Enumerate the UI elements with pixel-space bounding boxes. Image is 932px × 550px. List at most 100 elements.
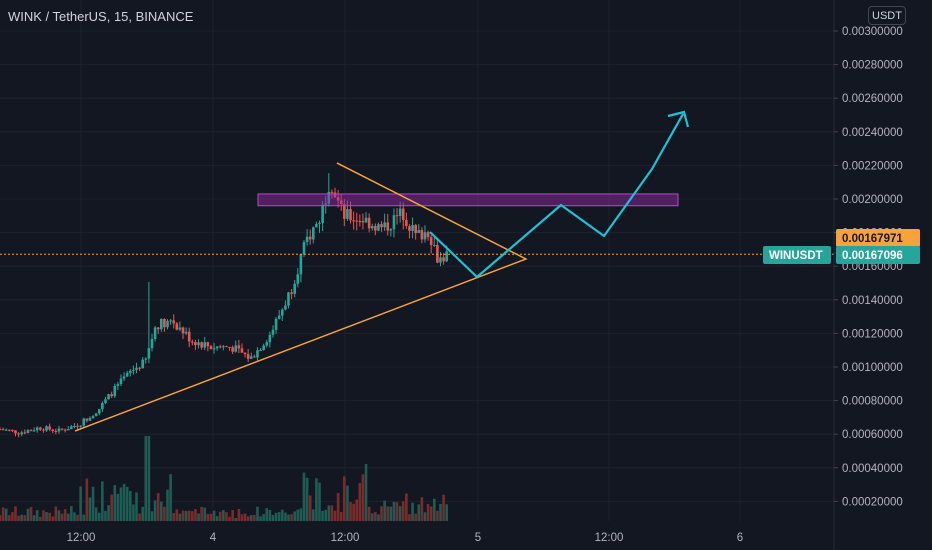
candle[interactable] — [408, 226, 411, 231]
candle[interactable] — [370, 226, 374, 229]
candle[interactable] — [339, 200, 343, 205]
candle[interactable] — [97, 409, 101, 414]
candle[interactable] — [135, 367, 138, 370]
candle[interactable] — [156, 327, 160, 330]
candle[interactable] — [240, 348, 244, 353]
candle[interactable] — [336, 197, 340, 201]
candle[interactable] — [293, 283, 296, 294]
support-trendline[interactable] — [74, 258, 527, 432]
candle[interactable] — [243, 352, 247, 355]
candle[interactable] — [60, 428, 64, 430]
candle[interactable] — [249, 356, 253, 359]
candle[interactable] — [57, 428, 61, 432]
candle[interactable] — [39, 427, 42, 430]
candle[interactable] — [417, 230, 421, 234]
candle[interactable] — [324, 203, 328, 205]
candle[interactable] — [76, 425, 79, 427]
candle[interactable] — [144, 358, 148, 360]
candle[interactable] — [398, 208, 402, 216]
candle[interactable] — [206, 342, 210, 347]
candle[interactable] — [234, 345, 238, 352]
candle[interactable] — [91, 416, 95, 419]
candle[interactable] — [138, 367, 141, 369]
candle[interactable] — [268, 334, 272, 343]
candle[interactable] — [361, 221, 365, 223]
candle[interactable] — [32, 430, 36, 432]
candle[interactable] — [358, 221, 362, 223]
candle[interactable] — [128, 370, 132, 373]
candle[interactable] — [29, 430, 33, 432]
candle[interactable] — [150, 338, 154, 349]
candle[interactable] — [166, 320, 169, 328]
candle[interactable] — [116, 384, 120, 386]
candle[interactable] — [411, 224, 414, 231]
candle[interactable] — [432, 244, 436, 246]
candle[interactable] — [26, 430, 30, 433]
candle[interactable] — [280, 309, 284, 316]
candle[interactable] — [187, 331, 191, 342]
candle[interactable] — [184, 331, 188, 334]
candle[interactable] — [237, 345, 241, 349]
candle[interactable] — [85, 418, 89, 421]
candle[interactable] — [104, 399, 107, 404]
candle[interactable] — [147, 348, 151, 359]
candle[interactable] — [132, 369, 135, 371]
candle[interactable] — [386, 222, 390, 231]
candle[interactable] — [321, 204, 324, 223]
candle[interactable] — [374, 226, 377, 231]
candle[interactable] — [225, 346, 228, 348]
candle[interactable] — [79, 425, 82, 427]
candle[interactable] — [299, 254, 303, 275]
candle[interactable] — [287, 292, 290, 306]
candle[interactable] — [305, 236, 309, 242]
resistance-zone[interactable] — [257, 193, 679, 207]
candle[interactable] — [160, 318, 163, 330]
candle[interactable] — [23, 432, 27, 434]
candle[interactable] — [222, 346, 225, 348]
candle[interactable] — [302, 241, 306, 255]
candle[interactable] — [442, 257, 445, 262]
candle[interactable] — [429, 237, 433, 246]
candle[interactable] — [169, 320, 172, 322]
candle[interactable] — [318, 222, 321, 224]
currency-button[interactable]: USDT — [868, 6, 906, 25]
resistance-trendline[interactable] — [336, 162, 527, 260]
candle[interactable] — [389, 229, 393, 231]
candle[interactable] — [45, 426, 48, 431]
candle[interactable] — [172, 320, 176, 324]
candle[interactable] — [122, 376, 126, 379]
candle[interactable] — [181, 327, 185, 334]
candle[interactable] — [0, 429, 2, 431]
candle[interactable] — [209, 346, 213, 350]
candle[interactable] — [395, 215, 399, 217]
candle[interactable] — [380, 224, 383, 228]
candle[interactable] — [119, 378, 123, 385]
candle[interactable] — [200, 342, 203, 348]
candle[interactable] — [355, 220, 359, 222]
candle[interactable] — [20, 432, 24, 435]
candle[interactable] — [262, 345, 265, 351]
candle[interactable] — [11, 429, 14, 431]
candle[interactable] — [215, 346, 219, 349]
candle[interactable] — [48, 426, 51, 430]
candle[interactable] — [197, 342, 200, 346]
candle[interactable] — [101, 403, 104, 410]
candle[interactable] — [414, 224, 417, 234]
candle[interactable] — [367, 217, 371, 229]
candle[interactable] — [82, 418, 86, 426]
candle[interactable] — [228, 346, 231, 348]
candle[interactable] — [14, 430, 17, 434]
candle[interactable] — [175, 323, 179, 330]
candle[interactable] — [423, 232, 427, 240]
candle[interactable] — [259, 350, 262, 352]
candle[interactable] — [327, 191, 331, 204]
candle[interactable] — [42, 429, 45, 431]
candle[interactable] — [420, 230, 424, 240]
candle[interactable] — [70, 426, 73, 430]
candle[interactable] — [349, 209, 352, 221]
candle[interactable] — [439, 257, 442, 263]
candle[interactable] — [271, 329, 275, 335]
candle[interactable] — [163, 318, 166, 328]
candle[interactable] — [352, 220, 355, 222]
candle[interactable] — [141, 359, 144, 369]
